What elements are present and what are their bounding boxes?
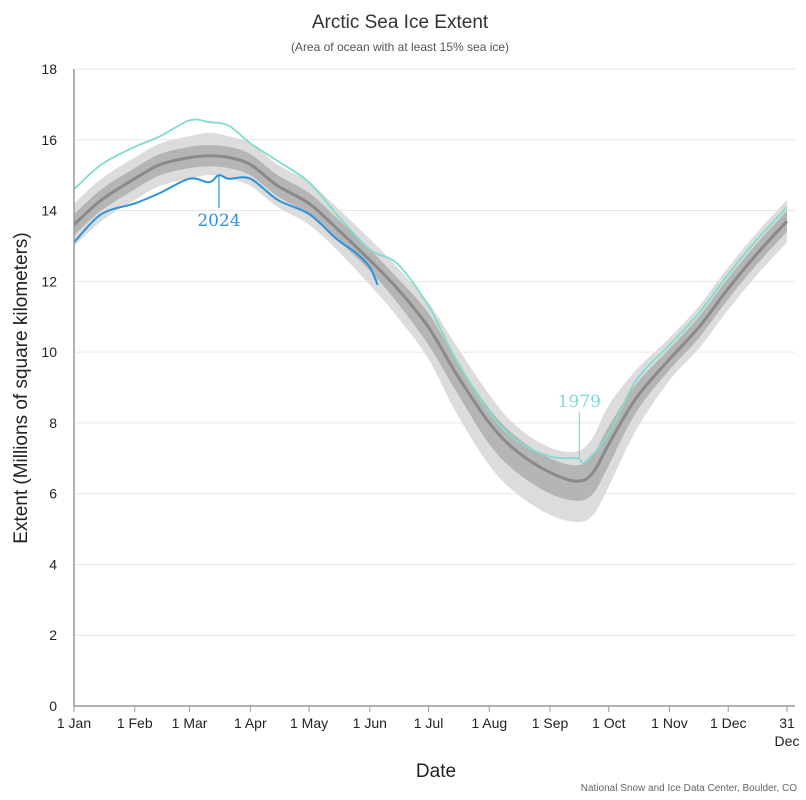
x-tick-label: 1 Nov bbox=[651, 715, 688, 731]
y-tick-label: 14 bbox=[41, 203, 57, 219]
series-lines: 1979 2024 bbox=[72, 118, 789, 483]
credit-text: National Snow and Ice Data Center, Bould… bbox=[581, 783, 797, 794]
y-tick-label: 6 bbox=[49, 486, 57, 502]
y-tick-label: 4 bbox=[49, 556, 57, 572]
x-tick-label: 1 Jun bbox=[353, 715, 387, 731]
y-tick-label: 12 bbox=[41, 273, 57, 289]
y-tick-label: 10 bbox=[41, 344, 57, 360]
median-line bbox=[72, 154, 789, 483]
x-tick-label: 1 Dec bbox=[710, 715, 747, 731]
x-tick-sublabel: Dec bbox=[775, 733, 800, 749]
x-tick-label: 1 Jul bbox=[414, 715, 444, 731]
y-axis-title: Extent (Millions of square kilometers) bbox=[11, 232, 32, 544]
chart-subtitle: (Area of ocean with at least 15% sea ice… bbox=[291, 40, 509, 54]
x-tick-label: 1 May bbox=[290, 715, 328, 731]
percentile-bands bbox=[74, 132, 787, 522]
series-label-1979: 1979 bbox=[558, 392, 601, 412]
y-tick-label: 0 bbox=[49, 698, 57, 714]
x-axis-title: Date bbox=[416, 761, 456, 782]
x-tick-label: 1 Aug bbox=[471, 715, 507, 731]
y-tick-label: 16 bbox=[41, 132, 57, 148]
chart-title: Arctic Sea Ice Extent bbox=[312, 12, 489, 33]
series-label-2024: 2024 bbox=[197, 211, 240, 231]
x-tick-label: 1 Oct bbox=[592, 715, 626, 731]
x-tick-label: 31 bbox=[779, 715, 795, 731]
y-tick-label: 8 bbox=[49, 415, 57, 431]
x-tick-label: 1 Mar bbox=[172, 715, 208, 731]
series-line-2024 bbox=[73, 174, 379, 286]
axes: 0 2 4 6 8 10 12 14 16 18 1 Jan 1 Feb 1 Mar 1 Apr 1 May… bbox=[41, 61, 799, 749]
series-line-1979 bbox=[73, 118, 788, 465]
y-tick-label: 18 bbox=[41, 61, 57, 77]
x-tick-label: 1 Sep bbox=[532, 715, 569, 731]
x-tick-label: 1 Feb bbox=[117, 715, 153, 731]
x-tick-label: 1 Apr bbox=[234, 715, 267, 731]
interquartile-band bbox=[74, 145, 787, 501]
x-tick-label: 1 Jan bbox=[57, 715, 91, 731]
y-tick-label: 2 bbox=[49, 627, 57, 643]
